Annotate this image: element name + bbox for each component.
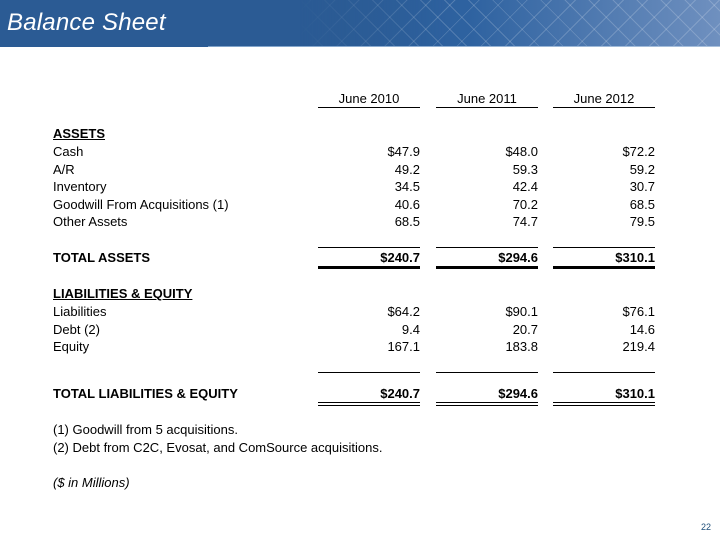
footnote-1: (1) Goodwill from 5 acquisitions. <box>53 422 238 437</box>
total-rule <box>318 266 420 269</box>
row-label-inventory: Inventory <box>53 179 107 194</box>
title-banner: Balance Sheet <box>0 0 720 47</box>
subtotal-rule <box>318 247 420 248</box>
cash-2011: $48.0 <box>505 144 538 159</box>
inventory-2010: 34.5 <box>394 179 420 194</box>
row-label-ar: A/R <box>53 161 75 177</box>
goodwill-2011: 70.2 <box>512 196 538 212</box>
row-label-goodwill: Goodwill From Acquisitions (1) <box>53 196 229 212</box>
equity-2010: 167.1 <box>387 339 420 354</box>
total-liabilities-2011: $294.6 <box>498 386 538 401</box>
liabilities-2010: $64.2 <box>387 304 420 319</box>
debt-2011: 20.7 <box>512 321 538 337</box>
inventory-2012: 30.7 <box>629 179 655 194</box>
cash-2010: $47.9 <box>387 144 420 159</box>
inventory-2011: 42.4 <box>512 179 538 194</box>
liabilities-2011: $90.1 <box>505 304 538 319</box>
crosshatch-pattern <box>300 0 720 47</box>
goodwill-2010: 40.6 <box>394 196 420 212</box>
total-rule <box>553 266 655 269</box>
total-liabilities-2012: $310.1 <box>615 386 655 401</box>
row-label-debt: Debt (2) <box>53 321 100 337</box>
assets-heading: ASSETS <box>53 126 106 141</box>
total-assets-2011: $294.6 <box>498 250 538 265</box>
debt-2012: 14.6 <box>629 321 655 337</box>
subtotal-rule <box>553 247 655 248</box>
other-assets-2012: 79.5 <box>629 214 655 229</box>
subtotal-rule <box>436 247 538 248</box>
column-header-2011: June 2011 <box>436 92 538 108</box>
debt-2010: 9.4 <box>401 321 420 337</box>
banner-accent-line <box>208 46 720 47</box>
subtotal-rule <box>553 372 655 373</box>
column-header-2010: June 2010 <box>318 92 420 108</box>
total-assets-label: TOTAL ASSETS <box>53 250 151 265</box>
double-total-rule <box>553 402 655 406</box>
goodwill-2012: 68.5 <box>629 196 655 212</box>
row-label-liabilities: Liabilities <box>53 304 107 319</box>
liabilities-2012: $76.1 <box>622 304 655 319</box>
footnote-2: (2) Debt from C2C, Evosat, and ComSource… <box>53 440 383 455</box>
ar-2011: 59.3 <box>512 161 538 177</box>
page-number: 22 <box>701 522 712 532</box>
total-assets-2010: $240.7 <box>380 250 420 265</box>
row-label-other-assets: Other Assets <box>53 214 128 229</box>
total-assets-2012: $310.1 <box>615 250 655 265</box>
double-total-rule <box>436 402 538 406</box>
column-header-2012: June 2012 <box>553 92 655 108</box>
total-rule <box>436 266 538 269</box>
ar-2012: 59.2 <box>629 161 655 177</box>
ar-2010: 49.2 <box>394 161 420 177</box>
row-label-equity: Equity <box>53 339 90 354</box>
other-assets-2011: 74.7 <box>512 214 538 229</box>
page-title: Balance Sheet <box>7 9 166 36</box>
liabilities-heading: LIABILITIES & EQUITY <box>53 286 193 301</box>
double-total-rule <box>318 402 420 406</box>
other-assets-2010: 68.5 <box>394 214 420 229</box>
equity-2011: 183.8 <box>505 339 538 354</box>
units-note: ($ in Millions) <box>53 475 130 490</box>
cash-2012: $72.2 <box>622 144 655 159</box>
subtotal-rule <box>436 372 538 373</box>
total-liabilities-2010: $240.7 <box>380 386 420 401</box>
subtotal-rule <box>318 372 420 373</box>
total-liabilities-label: TOTAL LIABILITIES & EQUITY <box>53 386 238 401</box>
row-label-cash: Cash <box>53 144 84 159</box>
equity-2012: 219.4 <box>622 339 655 354</box>
